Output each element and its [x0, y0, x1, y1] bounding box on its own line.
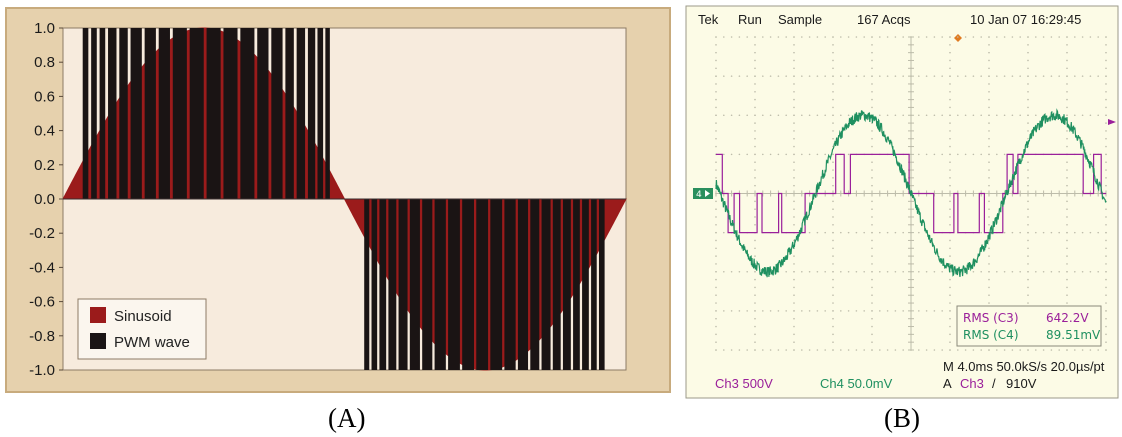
scope-acq-mode: Sample: [778, 12, 822, 27]
svg-text:4: 4: [696, 190, 702, 200]
measurement-box: RMS (C3) 642.2V RMS (C4) 89.51mV: [956, 305, 1102, 347]
pwm-pulse-positive: [296, 28, 306, 199]
y-tick-label: 1.0: [34, 20, 55, 37]
trigger-channel: Ch3: [960, 376, 984, 391]
pwm-pulse-negative: [490, 199, 503, 370]
ch3-scale: Ch3 500V: [715, 376, 773, 391]
pwm-pulse-negative: [552, 199, 561, 370]
pwm-pulse-negative: [530, 199, 540, 370]
pwm-pulse-positive: [325, 28, 330, 199]
scope-brand: Tek: [698, 12, 719, 27]
ch4-ground-marker: 4: [693, 188, 713, 200]
pwm-pulse-positive: [257, 28, 269, 199]
y-tick-label: 0.8: [34, 54, 55, 71]
measurement-c4-label: RMS (C4): [963, 328, 1019, 342]
ch3-trace: [716, 153, 1106, 234]
pwm-pulse-negative: [462, 199, 474, 370]
legend-swatch-sinusoid: [90, 307, 106, 323]
pwm-pulse-positive: [119, 28, 128, 199]
y-tick-label: -0.8: [29, 328, 55, 345]
pwm-pulse-negative: [409, 199, 420, 370]
measurement-c3-label: RMS (C3): [963, 311, 1019, 325]
pwm-pulse-positive: [82, 28, 89, 199]
pwm-pulse-negative: [371, 199, 378, 370]
y-tick-label: -0.6: [29, 294, 55, 311]
caption-b: (B): [884, 403, 920, 433]
pwm-pulse-positive: [271, 28, 283, 199]
pwm-pulse-negative: [517, 199, 529, 370]
y-tick-label: -1.0: [29, 362, 55, 379]
pwm-pulse-positive: [108, 28, 117, 199]
legend-swatch-pwm: [90, 333, 106, 349]
y-tick-label: 0.6: [34, 88, 55, 105]
pwm-pulse-negative: [573, 199, 580, 370]
pwm-pulse-positive: [144, 28, 156, 199]
pwm-series: [82, 28, 605, 370]
pwm-pulse-negative: [598, 199, 605, 370]
scope-acq-count: 167 Acqs: [857, 12, 911, 27]
scope-mode: Run: [738, 12, 762, 27]
ch3-waveform: [716, 153, 1106, 234]
pwm-pulse-negative: [364, 199, 370, 370]
y-axis-ticks: 1.0 0.8 0.6 0.4 0.2 0.0 -0.2 -0.4 -0.6 -0.8 -1.0: [29, 20, 63, 379]
pwm-pulse-positive: [172, 28, 187, 199]
pwm-pulse-positive: [158, 28, 170, 199]
y-tick-label: 0.0: [34, 191, 55, 208]
pwm-pulse-negative: [541, 199, 551, 370]
trigger-position-marker: [954, 34, 962, 42]
pwm-pulse-positive: [206, 28, 221, 199]
pwm-pulse-positive: [307, 28, 316, 199]
pwm-pulse-positive: [240, 28, 255, 199]
pwm-pulse-positive: [91, 28, 97, 199]
figure-svg: 1.0 0.8 0.6 0.4 0.2 0.0 -0.2 -0.4 -0.6 -0.8 -1.0 S…: [5, 5, 1119, 399]
pwm-pulse-positive: [223, 28, 238, 199]
pwm-pulse-positive: [130, 28, 142, 199]
ch4-trace: [715, 108, 1107, 278]
chart-b-oscilloscope: Tek Run Sample 167 Acqs 10 Jan 07 16:29:…: [685, 5, 1119, 399]
trigger-level: 910V: [1006, 376, 1037, 391]
pwm-pulse-negative: [562, 199, 571, 370]
chart-a: 1.0 0.8 0.6 0.4 0.2 0.0 -0.2 -0.4 -0.6 -0.8 -1.0 S…: [5, 7, 671, 393]
pwm-pulse-positive: [189, 28, 204, 199]
trigger-slope: /: [992, 376, 996, 391]
measurement-c4-value: 89.51mV: [1046, 328, 1101, 342]
pwm-pulse-negative: [448, 199, 460, 370]
ch4-waveform: [715, 108, 1107, 278]
pwm-pulse-positive: [317, 28, 324, 199]
caption-a: (A): [328, 403, 366, 433]
pwm-pulse-negative: [476, 199, 489, 370]
pwm-pulse-negative: [422, 199, 433, 370]
ch4-scale: Ch4 50.0mV: [820, 376, 893, 391]
pwm-pulse-positive: [99, 28, 106, 199]
trigger-level-arrow: [1108, 119, 1116, 125]
y-tick-label: -0.4: [29, 259, 55, 276]
pwm-pulse-negative: [398, 199, 408, 370]
trigger-source-label: A: [943, 376, 952, 391]
pwm-pulse-negative: [591, 199, 597, 370]
scope-datetime: 10 Jan 07 16:29:45: [970, 12, 1081, 27]
pwm-pulse-negative: [504, 199, 516, 370]
y-tick-label: -0.2: [29, 225, 55, 242]
y-tick-label: 0.2: [34, 157, 55, 174]
pwm-pulse-negative: [434, 199, 446, 370]
pwm-pulse-positive: [285, 28, 294, 199]
legend-label-pwm: PWM wave: [114, 334, 190, 351]
y-tick-label: 0.4: [34, 123, 55, 140]
legend-label-sinusoid: Sinusoid: [114, 308, 172, 325]
pwm-pulse-negative: [582, 199, 589, 370]
pwm-pulse-negative: [379, 199, 387, 370]
legend: Sinusoid PWM wave: [77, 298, 207, 360]
pwm-pulse-negative: [388, 199, 397, 370]
scope-timebase: M 4.0ms 50.0kS/s 20.0µs/pt: [943, 359, 1105, 374]
measurement-c3-value: 642.2V: [1046, 311, 1089, 325]
